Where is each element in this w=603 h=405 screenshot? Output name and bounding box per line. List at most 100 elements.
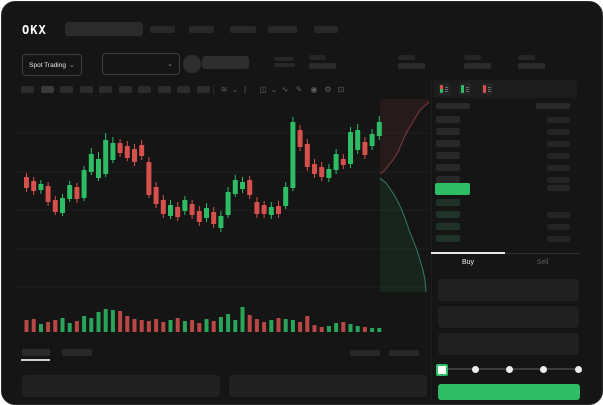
volume-bar xyxy=(233,320,238,332)
indicators-icon[interactable]: ≋ xyxy=(220,85,228,94)
timeframe-button[interactable] xyxy=(60,86,73,93)
volume-bar xyxy=(218,317,223,332)
bottom-panel-placeholder xyxy=(229,375,427,397)
settings-icon[interactable]: ⚙ xyxy=(324,85,332,94)
nav-item[interactable] xyxy=(314,26,338,33)
candle-body xyxy=(45,186,51,202)
timeframe-button[interactable] xyxy=(196,86,210,93)
candle-body xyxy=(232,180,238,194)
candle-body xyxy=(189,204,195,215)
pair-selector-dropdown[interactable]: ⌄ xyxy=(102,53,180,75)
timeframe-button[interactable] xyxy=(177,86,190,93)
volume-bar xyxy=(370,328,375,332)
bids-only-icon[interactable] xyxy=(459,83,471,95)
bottom-tab-active[interactable] xyxy=(22,349,50,356)
nav-item[interactable] xyxy=(189,26,214,33)
tab-buy[interactable]: Buy xyxy=(431,252,505,270)
volume-bar xyxy=(211,321,216,332)
candle-body xyxy=(362,142,368,155)
slider-stop[interactable] xyxy=(575,366,582,373)
candle-body xyxy=(333,154,339,170)
candle-body xyxy=(146,162,152,195)
timeframe-button[interactable] xyxy=(157,86,171,93)
search-input[interactable] xyxy=(65,22,143,36)
volume-bar xyxy=(319,327,324,332)
candle-body xyxy=(74,187,80,199)
candle-type-icon[interactable]: ◫ xyxy=(259,85,267,94)
volume-bar xyxy=(60,318,65,332)
account-button[interactable] xyxy=(202,56,249,69)
candle-body xyxy=(218,216,224,228)
candle-body xyxy=(297,130,303,147)
slider-stop[interactable] xyxy=(506,366,513,373)
bottom-panel-placeholder xyxy=(22,375,220,397)
bottom-toolbar-item[interactable] xyxy=(389,350,419,356)
volume-bar xyxy=(341,322,346,332)
volume-bar xyxy=(38,324,43,332)
bottom-tab[interactable] xyxy=(62,349,92,356)
ask-row-price[interactable] xyxy=(436,176,460,183)
volume-bar xyxy=(161,322,166,332)
volume-bar xyxy=(190,320,195,332)
bid-row-price[interactable] xyxy=(436,199,460,206)
volume-bar xyxy=(312,325,317,332)
toggle-color-bar xyxy=(461,85,464,93)
timeframe-button[interactable] xyxy=(118,86,132,93)
line-style-icon[interactable]: ∿ xyxy=(281,85,289,94)
candle-body xyxy=(376,122,382,136)
volume-bar xyxy=(125,316,130,332)
total-field[interactable] xyxy=(438,333,579,355)
volume-bar xyxy=(226,314,231,332)
candle-body xyxy=(124,146,130,158)
timeframe-button[interactable] xyxy=(79,86,93,93)
chevron-down-icon[interactable]: ⌄ xyxy=(231,85,239,94)
ask-row-price[interactable] xyxy=(436,152,460,159)
ask-row-price[interactable] xyxy=(436,140,460,147)
candle-body xyxy=(355,130,361,150)
ticker-stat-label xyxy=(518,55,535,60)
slider-stop-handle[interactable] xyxy=(436,364,448,376)
volume-bar xyxy=(197,323,202,332)
volume-bar xyxy=(305,316,310,332)
ask-row-price[interactable] xyxy=(436,164,460,171)
timeframe-button[interactable] xyxy=(99,86,112,93)
bottom-toolbar-item[interactable] xyxy=(350,350,380,356)
asks-only-icon[interactable] xyxy=(481,83,493,95)
bid-row-price[interactable] xyxy=(436,223,460,230)
nav-item[interactable] xyxy=(230,26,256,33)
nav-item[interactable] xyxy=(268,26,297,33)
amount-field[interactable] xyxy=(438,306,579,328)
fullscreen-icon[interactable]: ⊡ xyxy=(337,85,345,94)
tab-sell[interactable]: Sell xyxy=(505,253,580,270)
timeframe-button[interactable] xyxy=(40,86,54,93)
bid-row-price[interactable] xyxy=(436,235,460,242)
market-type-dropdown[interactable]: Spot Trading ⌄ xyxy=(22,54,82,76)
avatar[interactable] xyxy=(183,55,201,73)
screenshot-icon[interactable]: ◉ xyxy=(310,85,318,94)
buy-submit-button[interactable] xyxy=(438,384,580,400)
bid-row-amount xyxy=(547,235,570,242)
ask-row-price[interactable] xyxy=(436,128,460,135)
toggle-lines xyxy=(487,86,491,92)
panel-divider xyxy=(431,79,432,400)
price-field[interactable] xyxy=(438,279,579,301)
ticker-stat-label xyxy=(464,55,481,60)
volume-bar xyxy=(269,320,274,332)
timeframe-button[interactable] xyxy=(21,86,34,93)
slider-stop[interactable] xyxy=(472,366,479,373)
market-type-label: Spot Trading xyxy=(29,61,66,69)
slider-stop[interactable] xyxy=(540,366,547,373)
volume-bar xyxy=(46,322,51,332)
bid-row-price[interactable] xyxy=(436,211,460,218)
chevron-down-icon[interactable]: ⌄ xyxy=(270,85,278,94)
nav-item[interactable] xyxy=(150,26,175,33)
ask-row-price[interactable] xyxy=(436,116,460,123)
timeframe-button[interactable] xyxy=(138,86,151,93)
combined-book-icon[interactable] xyxy=(438,83,450,95)
draw-icon[interactable]: ✎ xyxy=(295,85,303,94)
candle-body xyxy=(31,181,37,191)
volume-bar xyxy=(283,319,288,332)
volume-bar xyxy=(262,322,267,332)
last-price-highlight[interactable] xyxy=(435,183,470,195)
